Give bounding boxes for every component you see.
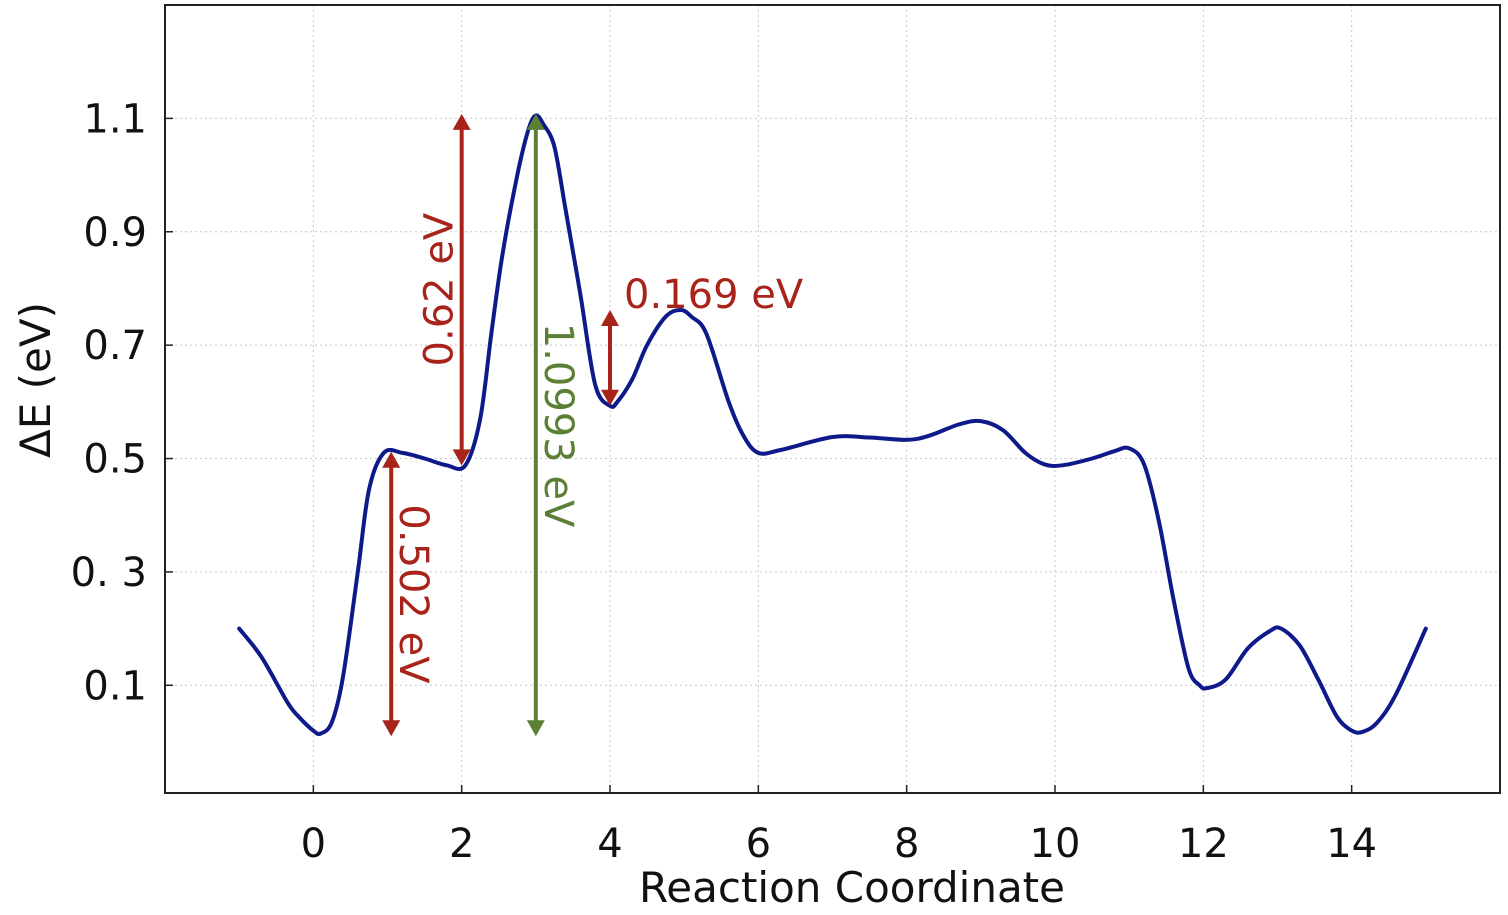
energy-arrow-label: 1.0993 eV [535, 323, 581, 528]
energy-arrow-head-up [382, 451, 401, 468]
energy-arrow [382, 451, 401, 737]
x-tick-label: 10 [1030, 821, 1081, 867]
energy-arrow-head-down [452, 449, 471, 466]
x-tick-label: 14 [1326, 821, 1377, 867]
plot-frame [164, 4, 1501, 794]
series-layer [237, 113, 1428, 737]
grid-layer [165, 5, 1500, 793]
axes-layer [164, 4, 1501, 794]
x-tick-label: 4 [597, 821, 622, 867]
energy-arrow-head-down [526, 720, 545, 737]
energy-arrow-head-up [526, 113, 545, 130]
energy-arrow [452, 113, 471, 466]
y-tick-label: 1.1 [83, 96, 147, 142]
energy-arrow [526, 113, 545, 737]
energy-arrow-head-up [601, 309, 619, 326]
tick-label-layer: 0 2 4 6 8 10 12 14 0.1 0. 3 0.5 0.7 0.9 1.1 [71, 96, 1377, 867]
x-tick-label: 8 [894, 821, 919, 867]
y-tick-label: 0. 3 [71, 550, 147, 596]
energy-arrow-head-up [452, 113, 471, 130]
x-tick-label: 6 [746, 821, 771, 867]
energy-arrow-label: 0.62 eV [417, 212, 463, 366]
y-axis-label: ΔE (eV) [11, 302, 60, 458]
energy-arrow-head-down [601, 389, 619, 406]
y-tick-label: 0.1 [83, 663, 147, 709]
x-tick-label: 2 [449, 821, 474, 867]
energy-profile-line [237, 113, 1428, 737]
energy-arrow-head-down [382, 720, 401, 737]
x-axis-label: Reaction Coordinate [639, 863, 1065, 912]
y-tick-label: 0.7 [83, 323, 147, 369]
x-tick-label: 12 [1178, 821, 1229, 867]
energy-arrow-label: 0.502 eV [390, 504, 436, 684]
y-tick-label: 0.9 [83, 210, 147, 256]
annotation-layer: 0.502 eV 0.62 eV 1.0993 eV 0.169 eV [382, 113, 804, 737]
energy-arrow-label: 0.169 eV [624, 272, 804, 318]
x-tick-label: 0 [301, 821, 326, 867]
y-tick-label: 0.5 [83, 437, 147, 483]
energy-arrow [601, 309, 619, 406]
